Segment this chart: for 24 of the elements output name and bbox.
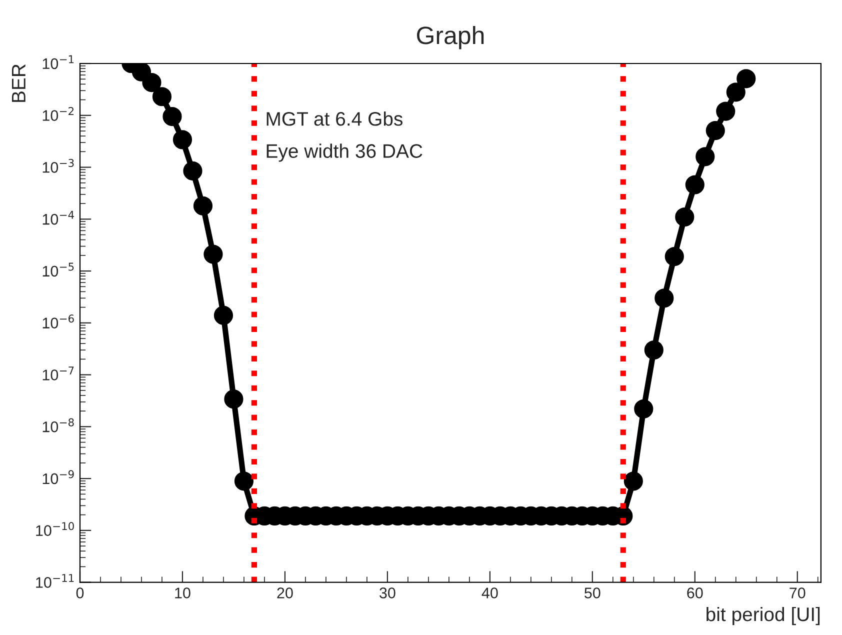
y-tick-label: 10$^{−6}$ [42, 314, 74, 328]
y-tick-label: 10$^{−4}$ [42, 210, 74, 225]
chart-title: Graph [416, 26, 484, 50]
x-tick-label: 40 [482, 588, 498, 598]
y-tick-label: 10$^{−8}$ [42, 418, 74, 432]
x-tick-label: 30 [380, 588, 396, 598]
x-tick-label: 70 [790, 588, 806, 598]
x-tick-label: 60 [687, 588, 703, 598]
x-tick-label: 50 [584, 588, 600, 598]
y-tick-label: 10$^{−11}$ [36, 574, 74, 588]
y-tick-label: 10$^{−7}$ [42, 366, 74, 380]
annotation: Eye width 36 DAC [266, 144, 422, 162]
x-tick-label: 10 [175, 588, 190, 598]
annotation: MGT at 6.4 Gbs [266, 112, 402, 126]
y-tick-label: 10$^{−3}$ [42, 158, 74, 173]
y-tick-label: 10$^{−1}$ [42, 55, 74, 70]
x-tick-label: 0 [76, 588, 84, 598]
y-tick-label: 10$^{−10}$ [36, 522, 74, 536]
x-axis-title: bit period [UI] [706, 606, 820, 626]
x-tick-label: 20 [277, 588, 293, 598]
y-axis-title: BER [12, 64, 26, 102]
y-tick-label: 10$^{−2}$ [42, 107, 74, 121]
y-tick-label: 10$^{−5}$ [42, 262, 74, 277]
y-tick-label: 10$^{−9}$ [42, 470, 74, 484]
